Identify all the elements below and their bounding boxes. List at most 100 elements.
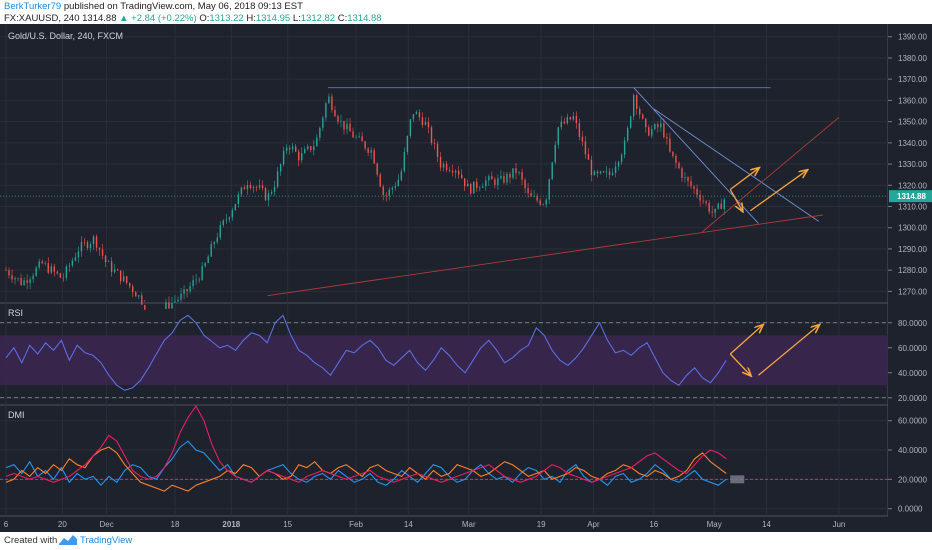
time-tick-label: 15	[283, 520, 292, 529]
rsi-arrow-up-long	[758, 325, 818, 376]
candle-body	[524, 179, 526, 189]
publish-header: BerkTurker79 published on TradingView.co…	[4, 1, 303, 12]
candle-body	[11, 275, 13, 280]
candle-body	[451, 170, 454, 173]
candle-body	[675, 155, 677, 163]
candle-body	[518, 172, 520, 174]
candle-body	[482, 186, 484, 188]
candle-body	[62, 277, 65, 279]
rsi-arrow-down	[729, 353, 750, 375]
candle-body	[119, 270, 122, 282]
price-pane-title: Gold/U.S. Dollar, 240, FXCM	[8, 31, 123, 41]
candle-body	[415, 112, 418, 115]
time-axis[interactable]: 6 20 Dec 18 2018 15 Feb 14 Mar 19 Apr 16 May 14 Jun	[4, 520, 846, 529]
candle-body	[515, 168, 517, 174]
author-link[interactable]: BerkTurker79	[4, 1, 62, 12]
candle-body	[50, 266, 52, 273]
candle-body	[382, 186, 384, 196]
candle-body	[222, 220, 224, 225]
low-label: L:	[292, 13, 301, 24]
price-tick-label: 1380.00	[898, 54, 927, 63]
candle-body	[696, 188, 698, 195]
candle-body	[177, 299, 179, 302]
candle-body	[301, 153, 303, 161]
price-arrow-up-long	[750, 170, 806, 212]
candle-body	[690, 181, 692, 187]
candle-body	[651, 129, 653, 136]
price-change: +2.84 (+0.22%)	[131, 13, 197, 24]
candle-body	[711, 211, 713, 213]
adx-line	[5, 404, 727, 483]
candle-body	[421, 117, 424, 125]
price-tick-label: 1320.00	[898, 181, 927, 190]
time-tick-label: 19	[537, 520, 546, 529]
candle-body	[617, 162, 620, 167]
candle-body	[285, 147, 288, 151]
forecast-arrows[interactable]	[729, 168, 819, 376]
candle-body	[454, 170, 457, 173]
price-tick-label: 1360.00	[898, 96, 927, 105]
candle-body	[80, 241, 83, 252]
price-axis[interactable]: 1270.00 1280.00 1290.00 1300.00 1310.00 1320.…	[888, 24, 932, 532]
price-pane[interactable]: Gold/U.S. Dollar, 240, FXCM	[0, 31, 888, 310]
candle-body	[605, 171, 608, 173]
tradingview-brand-link[interactable]: TradingView	[80, 535, 133, 546]
candle-body	[464, 178, 466, 187]
candle-body	[273, 186, 276, 192]
candle-body	[207, 256, 209, 263]
chart-canvas[interactable]: Gold/U.S. Dollar, 240, FXCM RSI DMI 1270…	[0, 24, 932, 532]
rsi-pane[interactable]: RSI	[0, 308, 888, 399]
close-label: C:	[337, 13, 348, 24]
candle-body	[279, 164, 282, 172]
dmi-tick-label: 20.0000	[898, 475, 927, 484]
footer: Created with TradingView	[0, 532, 932, 550]
candle-body	[660, 123, 662, 128]
candle-body	[65, 266, 68, 278]
price-tick-label: 1310.00	[898, 203, 927, 212]
candle-body	[684, 177, 686, 178]
candle-body	[240, 187, 243, 195]
candle-body	[189, 286, 191, 292]
candle-body	[705, 201, 707, 204]
candle-body	[436, 143, 439, 158]
candle-body	[611, 172, 614, 175]
candle-body	[331, 96, 333, 110]
candle-body	[8, 270, 10, 276]
candle-body	[216, 237, 218, 243]
candle-body	[249, 184, 252, 189]
candle-body	[403, 151, 406, 172]
candle-body	[295, 146, 297, 152]
candle-body	[560, 121, 562, 128]
candle-body	[409, 119, 412, 136]
candle-body	[602, 171, 605, 173]
candle-body	[132, 286, 134, 293]
candle-body	[442, 163, 445, 168]
candle-body	[717, 203, 719, 209]
candle-body	[645, 118, 647, 128]
candle-body	[491, 176, 493, 180]
candle-body	[258, 185, 261, 188]
candle-body	[276, 171, 279, 187]
dmi-tick-label: 0.0000	[898, 505, 923, 514]
candle-body	[310, 146, 312, 151]
price-trendlines[interactable]	[267, 87, 840, 297]
candle-body	[83, 241, 86, 243]
candle-body	[584, 141, 587, 155]
candle-body	[370, 150, 372, 153]
price-tick-label: 1370.00	[898, 75, 927, 84]
candle-body	[349, 123, 351, 132]
candle-body	[623, 140, 626, 155]
candle-body	[448, 169, 451, 171]
candle-body	[26, 280, 28, 283]
dmi-pane[interactable]: DMI	[0, 404, 888, 492]
candle-body	[144, 304, 146, 310]
candle-body	[231, 210, 234, 218]
candle-body	[29, 279, 31, 283]
candle-body	[337, 116, 339, 122]
candle-body	[587, 154, 590, 160]
price-arrow-down	[729, 189, 742, 211]
candle-body	[521, 172, 523, 180]
price-tick-label: 1390.00	[898, 33, 927, 42]
candle-body	[693, 186, 695, 189]
candle-body	[316, 137, 318, 147]
